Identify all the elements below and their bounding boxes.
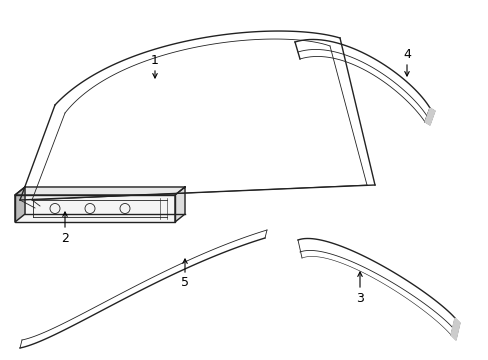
Polygon shape	[15, 195, 175, 222]
Polygon shape	[424, 108, 434, 125]
Polygon shape	[15, 187, 25, 222]
Text: 5: 5	[181, 276, 189, 289]
Polygon shape	[450, 318, 459, 340]
Polygon shape	[15, 187, 184, 195]
Text: 1: 1	[151, 54, 159, 67]
Text: 4: 4	[402, 48, 410, 60]
Text: 2: 2	[61, 231, 69, 244]
Polygon shape	[175, 187, 184, 222]
Text: 3: 3	[355, 292, 363, 305]
